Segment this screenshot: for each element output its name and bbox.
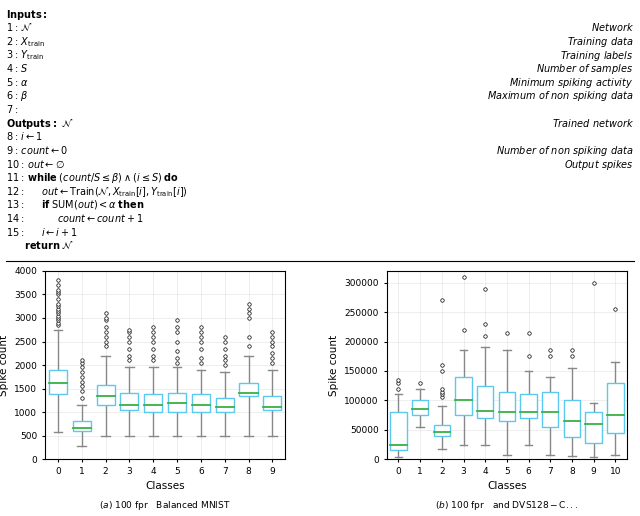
Text: $\mathit{Number\ of\ samples}$: $\mathit{Number\ of\ samples}$ xyxy=(536,62,634,76)
Text: $  5:\,  \alpha$: $ 5:\, \alpha$ xyxy=(6,76,29,88)
Text: $  2:\,  X_{\mathrm{train}}$: $ 2:\, X_{\mathrm{train}}$ xyxy=(6,35,45,49)
Text: $\;\;\;\;\;\;\; \mathbf{return}\; \mathcal{N}$: $\;\;\;\;\;\;\; \mathbf{return}\; \mathc… xyxy=(6,239,75,251)
Bar xyxy=(144,394,163,412)
Bar xyxy=(263,396,282,410)
Y-axis label: Spike count: Spike count xyxy=(329,334,339,396)
Text: $(b)\ 100\ \mathrm{fpr}\ \ \ \mathrm{and\ DVS128-C...}$: $(b)\ 100\ \mathrm{fpr}\ \ \ \mathrm{and… xyxy=(435,499,579,512)
Text: $\mathbf{Inputs:}$: $\mathbf{Inputs:}$ xyxy=(6,8,48,22)
Bar xyxy=(477,385,493,418)
Text: $\mathit{Training\ data}$: $\mathit{Training\ data}$ xyxy=(567,35,634,49)
Bar xyxy=(520,395,537,418)
Text: $(a)\ 100\ \mathrm{fpr}\ \ \ \mathrm{Balanced\ MNIST}$: $(a)\ 100\ \mathrm{fpr}\ \ \ \mathrm{Bal… xyxy=(99,499,231,512)
Text: $\mathit{Trained\ network}$: $\mathit{Trained\ network}$ xyxy=(552,117,634,128)
Text: $\mathit{Output\ spikes}$: $\mathit{Output\ spikes}$ xyxy=(564,157,634,171)
Text: $  6:\,  \beta$: $ 6:\, \beta$ xyxy=(6,89,29,103)
Bar xyxy=(390,412,406,450)
Text: $  8:\,  i \leftarrow 1$: $ 8:\, i \leftarrow 1$ xyxy=(6,130,43,142)
Text: $  1:\,  \mathcal{N}$: $ 1:\, \mathcal{N}$ xyxy=(6,21,34,34)
Text: $  4:\,  S$: $ 4:\, S$ xyxy=(6,62,29,74)
Text: $\mathit{Training\ labels}$: $\mathit{Training\ labels}$ xyxy=(560,49,634,62)
Text: $\mathit{Network}$: $\mathit{Network}$ xyxy=(591,21,634,34)
Bar xyxy=(542,392,559,427)
Bar xyxy=(455,377,472,415)
Text: $  7:$: $ 7:$ xyxy=(6,103,19,115)
Text: $15:\;\;\;\;\;\; i \leftarrow i + 1$: $15:\;\;\;\;\;\; i \leftarrow i + 1$ xyxy=(6,225,78,237)
Text: $  9:\,  count \leftarrow 0$: $ 9:\, count \leftarrow 0$ xyxy=(6,144,68,156)
Text: $\mathit{Number\ of\ non\ spiking\ data}$: $\mathit{Number\ of\ non\ spiking\ data}… xyxy=(496,144,634,158)
Text: $10:\,  out \leftarrow \emptyset$: $10:\, out \leftarrow \emptyset$ xyxy=(6,157,65,170)
Text: $  3:\,  Y_{\mathrm{train}}$: $ 3:\, Y_{\mathrm{train}}$ xyxy=(6,49,45,62)
Bar xyxy=(586,412,602,443)
Bar xyxy=(120,393,138,410)
Bar xyxy=(49,370,67,394)
Bar xyxy=(239,383,257,396)
Bar xyxy=(192,394,210,412)
Text: $\mathit{Minimum\ spiking\ activity}$: $\mathit{Minimum\ spiking\ activity}$ xyxy=(509,76,634,90)
Bar xyxy=(607,383,623,433)
Y-axis label: Spike count: Spike count xyxy=(0,334,8,396)
Text: $14:\;\;\;\;\;\;\;\;\;\;\;\; count \leftarrow count + 1$: $14:\;\;\;\;\;\;\;\;\;\;\;\; count \left… xyxy=(6,212,144,224)
Bar xyxy=(564,400,580,437)
Text: $12:\;\;\;\;\;\; out \leftarrow \mathrm{Train}(\mathcal{N}, X_{\mathrm{train}}[i: $12:\;\;\;\;\;\; out \leftarrow \mathrm{… xyxy=(6,185,188,199)
Text: $\mathbf{Outputs:}\ \mathcal{N}$: $\mathbf{Outputs:}\ \mathcal{N}$ xyxy=(6,117,74,131)
Text: $13:\;\;\;\;\;\; \mathbf{if}\; \mathrm{SUM}(out) < \alpha \;\mathbf{then}$: $13:\;\;\;\;\;\; \mathbf{if}\; \mathrm{S… xyxy=(6,198,145,212)
Bar xyxy=(433,425,450,436)
Bar xyxy=(499,392,515,421)
Text: $11:\,  \mathbf{while}\; (count/S \leq \beta) \wedge (i \leq S)\; \mathbf{do}$: $11:\, \mathbf{while}\; (count/S \leq \b… xyxy=(6,171,179,185)
Bar xyxy=(73,421,91,431)
Bar xyxy=(412,400,428,415)
Bar xyxy=(168,393,186,412)
Bar xyxy=(216,398,234,412)
Bar xyxy=(97,385,115,405)
X-axis label: Classes: Classes xyxy=(487,481,527,491)
Text: $\mathit{Maximum\ of\ non\ spiking\ data}$: $\mathit{Maximum\ of\ non\ spiking\ data… xyxy=(487,89,634,103)
X-axis label: Classes: Classes xyxy=(145,481,185,491)
